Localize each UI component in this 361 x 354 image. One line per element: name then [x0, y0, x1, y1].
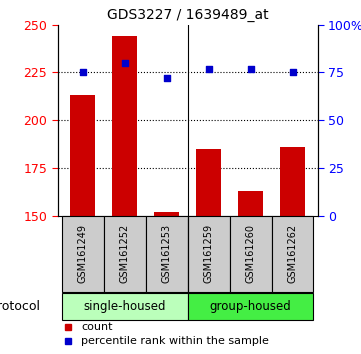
Point — [122, 60, 128, 66]
Text: group-housed: group-housed — [210, 299, 291, 313]
FancyBboxPatch shape — [230, 216, 271, 292]
Bar — [112, 36, 138, 216]
Text: single-housed: single-housed — [84, 299, 166, 313]
Text: protocol: protocol — [0, 299, 41, 313]
Bar — [196, 149, 221, 216]
Point — [248, 66, 253, 72]
Point — [164, 75, 170, 81]
FancyBboxPatch shape — [271, 216, 313, 292]
Text: GSM161259: GSM161259 — [204, 224, 214, 283]
Text: GSM161249: GSM161249 — [78, 224, 88, 283]
FancyBboxPatch shape — [188, 293, 313, 320]
FancyBboxPatch shape — [62, 293, 188, 320]
Point — [290, 70, 295, 75]
Text: count: count — [81, 322, 113, 332]
Bar — [238, 191, 263, 216]
Title: GDS3227 / 1639489_at: GDS3227 / 1639489_at — [107, 8, 269, 22]
Text: GSM161253: GSM161253 — [162, 224, 172, 283]
Bar — [70, 95, 96, 216]
Text: percentile rank within the sample: percentile rank within the sample — [81, 336, 269, 346]
Bar — [280, 147, 305, 216]
Bar — [154, 212, 179, 216]
FancyBboxPatch shape — [104, 216, 146, 292]
Point — [80, 70, 86, 75]
FancyBboxPatch shape — [62, 216, 104, 292]
Point — [206, 66, 212, 72]
FancyBboxPatch shape — [188, 216, 230, 292]
Text: GSM161252: GSM161252 — [120, 224, 130, 283]
FancyBboxPatch shape — [146, 216, 188, 292]
Text: GSM161262: GSM161262 — [287, 224, 297, 283]
Text: GSM161260: GSM161260 — [245, 224, 256, 283]
